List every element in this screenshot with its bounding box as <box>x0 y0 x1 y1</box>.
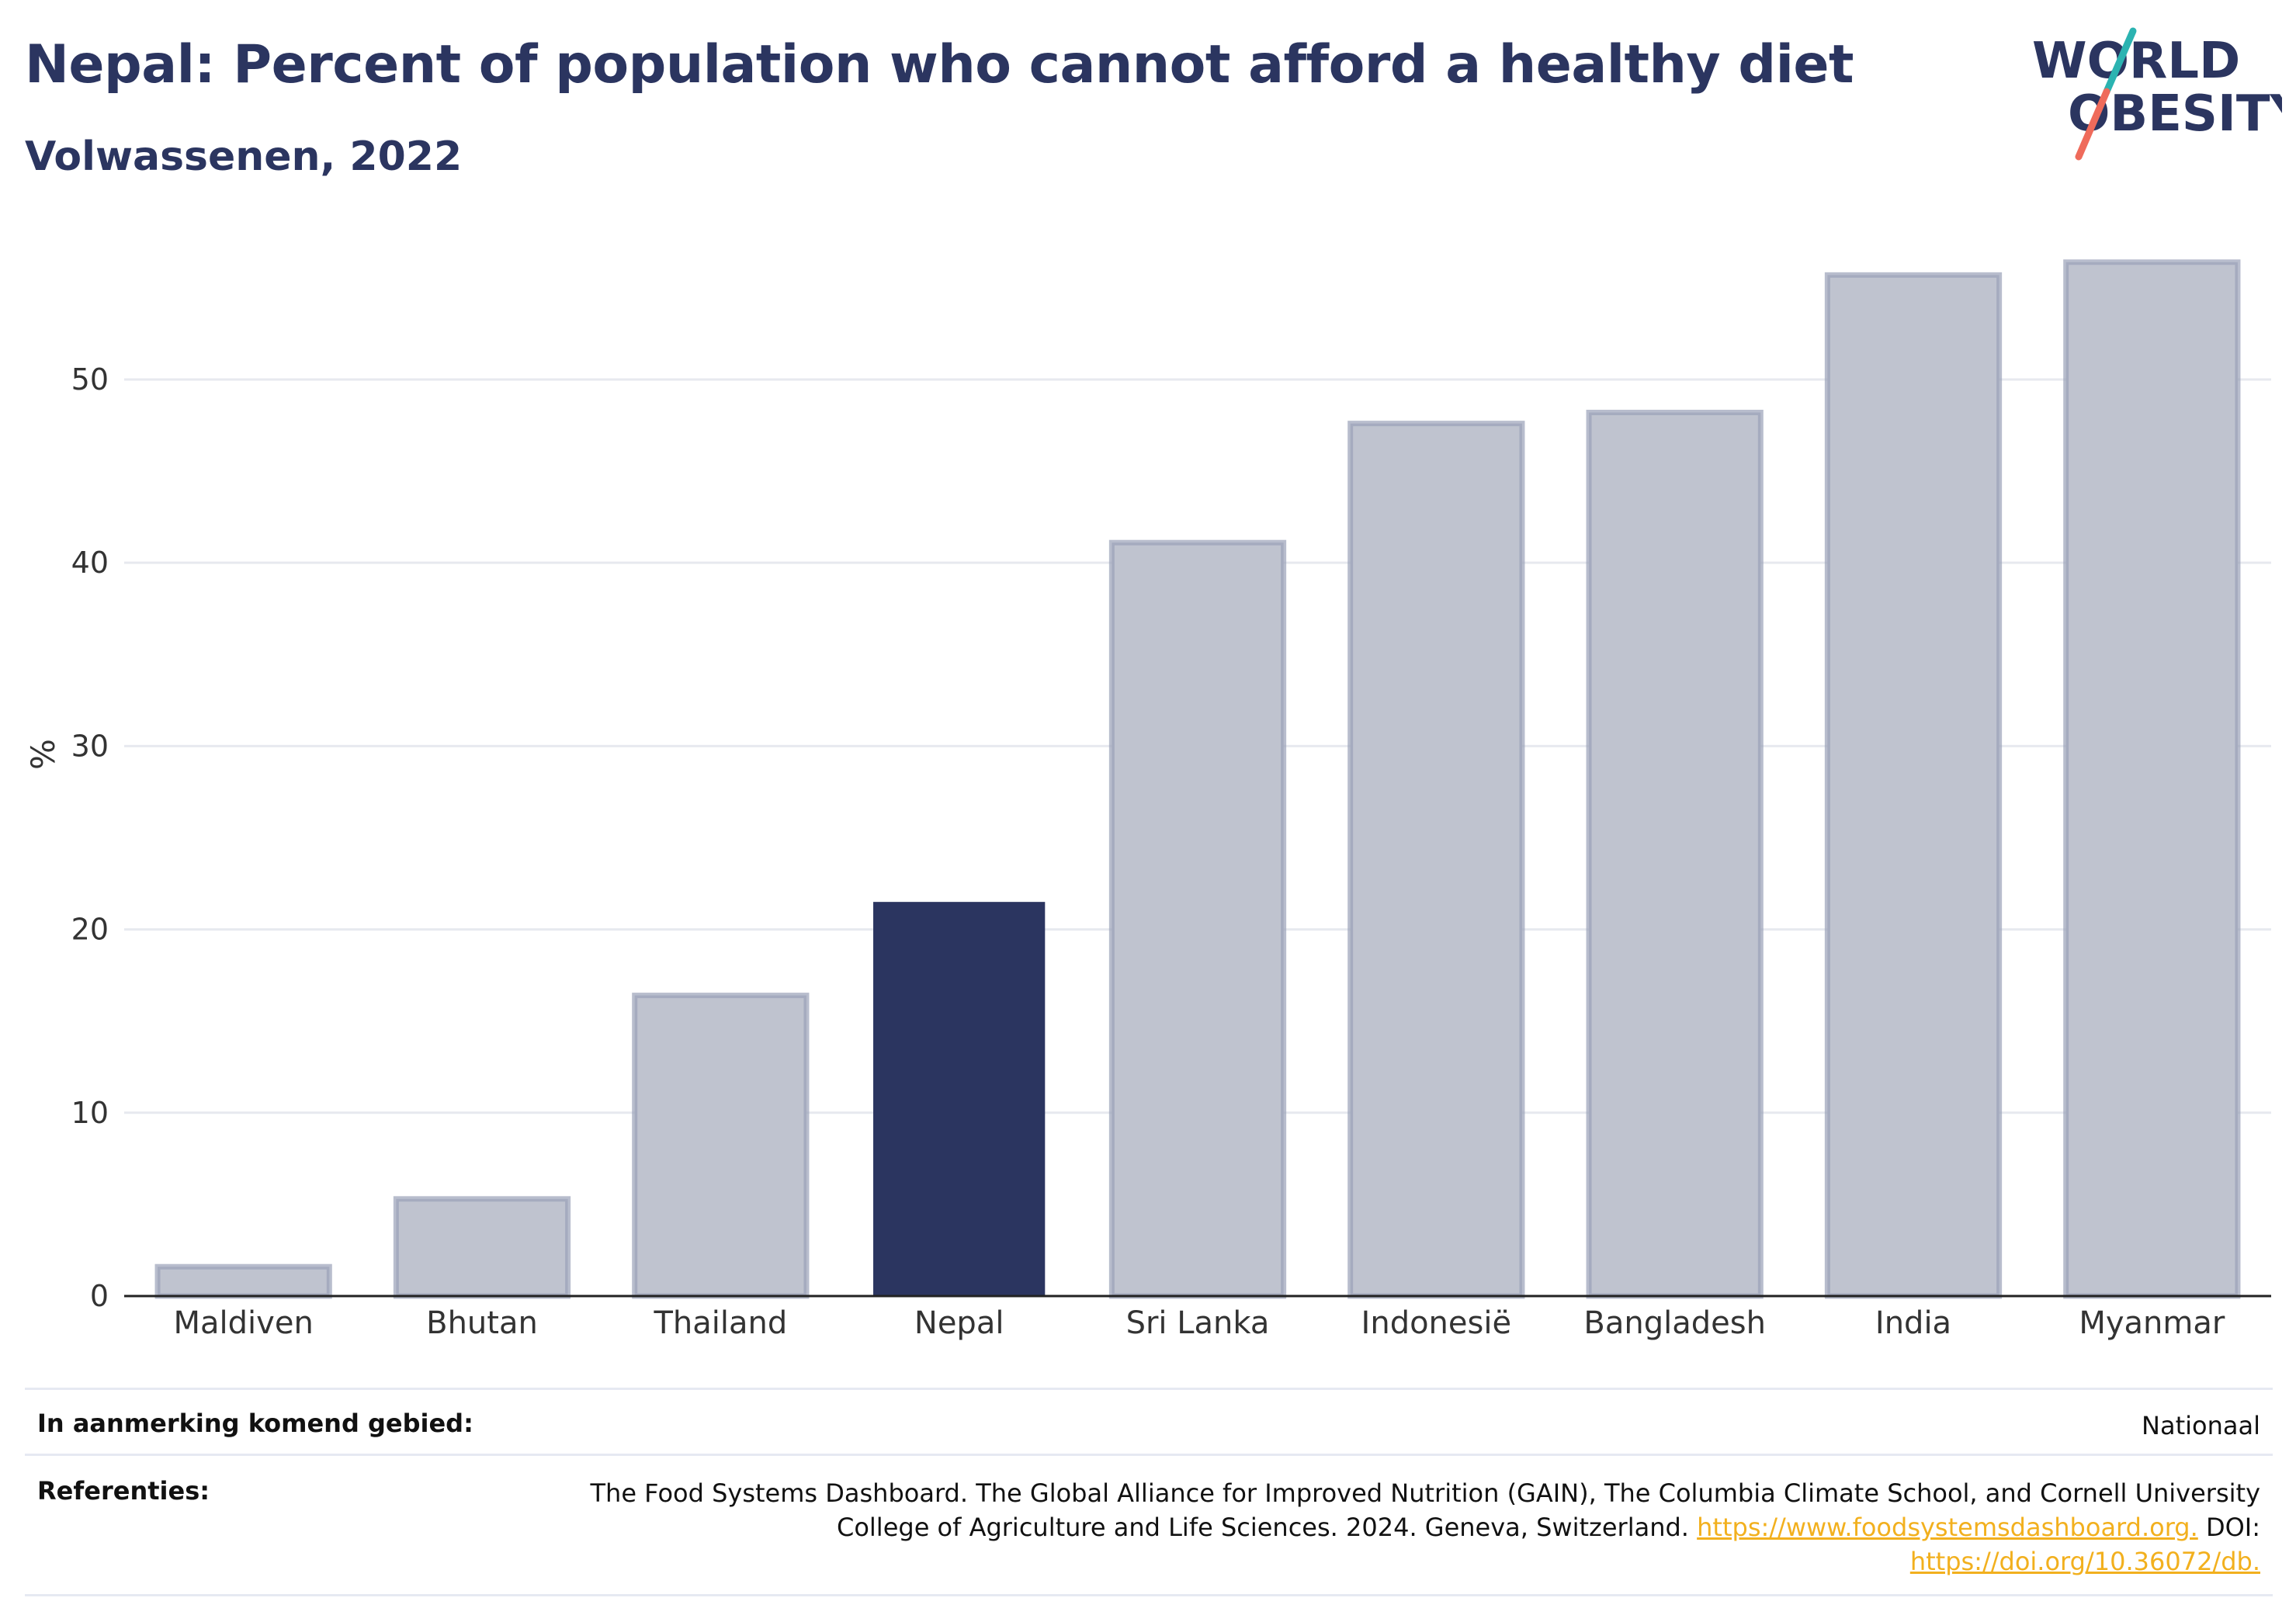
x-tick-label: India <box>1875 1305 1951 1341</box>
x-tick-label: Nepal <box>914 1305 1004 1341</box>
x-tick-label: Myanmar <box>2079 1305 2225 1341</box>
scope-label: In aanmerking komend gebied: <box>37 1409 473 1438</box>
info-table: In aanmerking komend gebied: Nationaal R… <box>25 1388 2273 1596</box>
y-tick-label: 0 <box>90 1279 109 1313</box>
bar-india[interactable] <box>1824 272 2003 1299</box>
x-tick-label: Sri Lanka <box>1126 1305 1270 1341</box>
bar-bhutan[interactable] <box>393 1196 571 1299</box>
bar-chart: 0 10 20 30 40 50 Maldiven Bhutan Thailand Nepal Sr… <box>24 259 2271 1341</box>
x-tick-label: Indonesië <box>1361 1305 1512 1341</box>
x-tick-label: Thailand <box>653 1305 787 1341</box>
y-tick-label: 50 <box>71 362 109 397</box>
references-value: The Food Systems Dashboard. The Global A… <box>568 1476 2273 1579</box>
y-tick-label: 40 <box>71 546 109 580</box>
logo-slash-top <box>2103 27 2137 95</box>
doi-link[interactable]: https://doi.org/10.36072/db. <box>1909 1547 2260 1576</box>
bar-bangladesh[interactable] <box>1586 409 1764 1299</box>
y-axis-label: % <box>24 739 62 770</box>
references-row: Referenties: The Food Systems Dashboard.… <box>25 1454 2273 1596</box>
bar-indonesi-[interactable] <box>1347 421 1525 1299</box>
y-tick-label: 20 <box>71 913 109 947</box>
bar-maldiven[interactable] <box>154 1263 332 1299</box>
bar-thailand[interactable] <box>632 993 810 1299</box>
world-obesity-logo: WORLD OBESITY <box>2032 27 2282 161</box>
bar-nepal[interactable] <box>873 902 1046 1296</box>
axes: 0 10 20 30 40 50 Maldiven Bhutan Thailand Nepal Sr… <box>71 362 2271 1341</box>
doi-label: DOI: <box>2197 1513 2260 1542</box>
bar-sri-lanka[interactable] <box>1108 539 1287 1299</box>
chart-subtitle: Volwassenen, 2022 <box>25 133 463 180</box>
y-tick-label: 30 <box>71 729 109 763</box>
bar-myanmar[interactable] <box>2063 259 2241 1299</box>
x-tick-label: Bangladesh <box>1583 1305 1766 1341</box>
x-tick-label: Maldiven <box>174 1305 314 1341</box>
references-label: Referenties: <box>37 1476 210 1506</box>
dashboard-link[interactable]: https://www.foodsystemsdashboard.org. <box>1697 1513 2198 1542</box>
bars <box>154 259 2241 1299</box>
scope-value: Nationaal <box>2142 1411 2260 1440</box>
chart-title: Nepal: Percent of population who cannot … <box>25 34 1854 95</box>
x-tick-label: Bhutan <box>426 1305 538 1341</box>
logo-line1: WORLD <box>2032 33 2240 90</box>
y-tick-label: 10 <box>71 1096 109 1130</box>
references-text: The Food Systems Dashboard. The Global A… <box>590 1478 2260 1542</box>
logo-slash-bottom <box>2075 88 2110 161</box>
scope-row: In aanmerking komend gebied: Nationaal <box>25 1388 2273 1454</box>
